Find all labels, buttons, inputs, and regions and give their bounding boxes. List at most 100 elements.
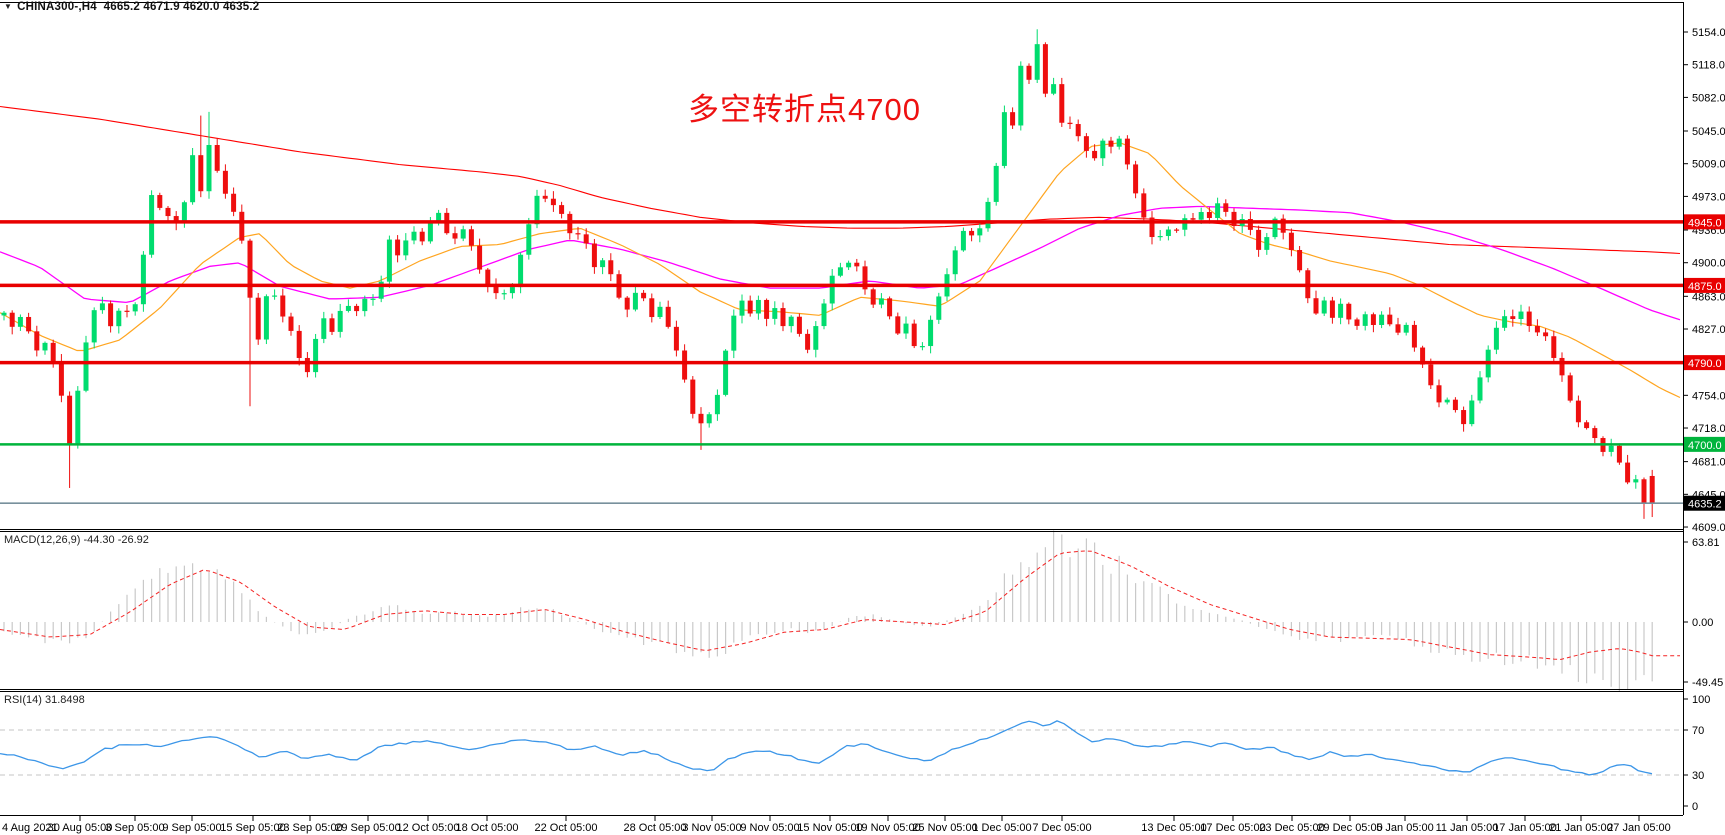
candle-body [821,303,827,327]
candle-body [1444,399,1450,403]
candle-body [99,303,105,311]
candle-body [1354,319,1360,326]
rsi-panel [0,720,1683,776]
candle-body [149,195,155,255]
svg-text:4718.0: 4718.0 [1692,423,1725,435]
candle-body [17,316,23,327]
level-badge-4875.0[interactable] [1684,277,1725,293]
candle-body [1174,229,1180,231]
time-label: 29 Dec 05:00 [1317,822,1382,834]
time-label: 11 Jan 05:00 [1436,822,1499,834]
candle-body [993,165,999,202]
candles-layer [1,29,1655,519]
candle-body [837,267,843,276]
candle-body [468,229,474,246]
candle-body [509,287,515,294]
candle-body [534,195,540,225]
candle-body [1149,217,1155,238]
time-label: 28 Oct 05:00 [624,822,687,834]
candle-body [1395,324,1401,333]
candle-body [591,243,597,268]
candle-body [116,310,122,327]
candle-body [739,300,745,316]
candle-body [952,250,958,275]
candle-body [1575,400,1581,423]
candle-body [386,239,392,282]
candle-body [313,338,319,373]
candle-body [1034,44,1040,80]
candle-body [772,308,778,319]
candle-body [903,323,909,334]
candle-body [895,316,901,334]
level-badge-4700.0[interactable] [1684,436,1725,452]
candle-body [1124,138,1130,165]
candle-body [796,316,802,334]
candle-body [1518,311,1524,319]
candle-body [26,316,32,332]
candle-body [1206,212,1212,218]
candle-body [1001,112,1007,166]
candle-body [460,229,466,239]
svg-text:0: 0 [1692,801,1698,813]
candle-body [649,298,655,318]
candle-body [805,333,811,350]
candle-body [969,230,975,236]
candle-body [1329,300,1335,318]
candle-body [108,303,114,327]
candle-body [911,323,917,347]
candle-body [1502,316,1508,328]
candle-body [624,297,630,310]
candle-body [600,260,606,268]
macd-panel [0,530,1680,692]
candle-body [1534,326,1540,333]
candle-body [1551,336,1557,358]
svg-text:4681.0: 4681.0 [1692,457,1725,469]
candle-body [1616,445,1622,463]
candle-body [75,390,81,444]
candle-body [657,306,663,318]
candle-body [542,195,548,199]
time-label: 12 Oct 05:00 [397,822,460,834]
candle-body [34,331,40,351]
svg-text:4790.0: 4790.0 [1688,358,1722,370]
candle-body [378,281,384,299]
symbol-dropdown-icon[interactable]: ▼ [4,2,13,11]
price-axis[interactable]: 5154.05118.05082.05045.05009.04973.04936… [1683,27,1725,813]
candle-body [296,330,302,358]
panel-borders [0,2,1684,816]
candle-body [132,304,138,312]
candle-body [1641,479,1647,504]
time-label: 22 Oct 05:00 [535,822,598,834]
candle-body [1362,314,1368,326]
candle-body [83,342,89,391]
time-label: 15 Nov 05:00 [797,822,862,834]
candle-body [731,315,737,351]
candle-body [878,298,884,305]
svg-text:30: 30 [1692,770,1704,782]
candle-body [1436,385,1442,403]
candle-body [1264,237,1270,250]
candle-body [288,316,294,331]
candle-body [673,326,679,351]
candle-body [723,350,729,395]
candle-body [1288,232,1294,251]
time-label: 23 Sep 05:00 [277,822,342,834]
candle-body [362,298,368,312]
level-badge-4790.0[interactable] [1684,355,1725,371]
candle-body [788,316,794,327]
candle-body [231,193,237,212]
candle-body [1223,203,1229,212]
candle-body [1420,347,1426,365]
candle-body [214,145,220,171]
candle-body [1313,298,1319,314]
candle-body [1247,219,1253,230]
level-badge-4945.0[interactable] [1684,214,1725,230]
candle-body [1190,218,1196,220]
candle-body [501,293,507,295]
candle-body [337,310,343,332]
time-label: 13 Dec 05:00 [1141,822,1206,834]
candle-body [1272,218,1278,238]
candle-body [706,414,712,424]
